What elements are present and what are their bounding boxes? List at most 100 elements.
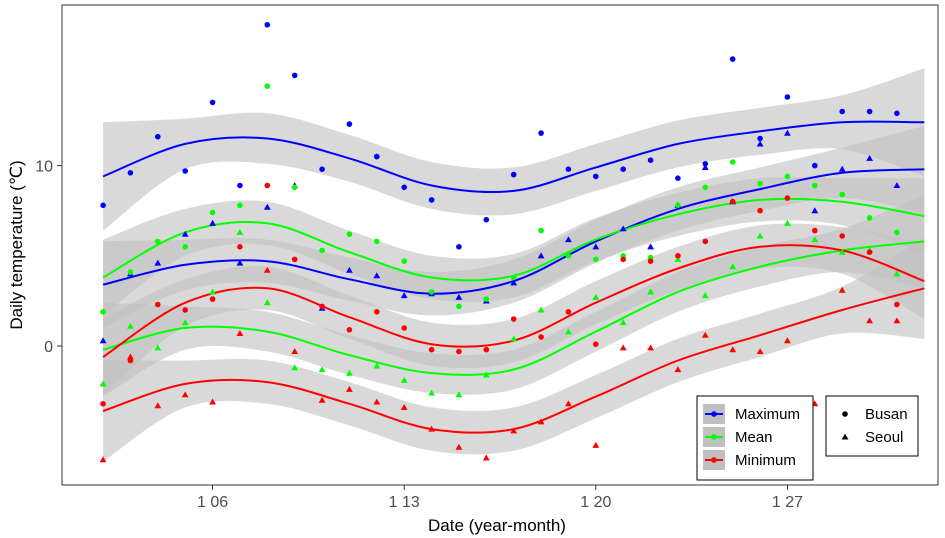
point-busan-mean xyxy=(812,182,818,189)
point-seoul-mean xyxy=(400,376,408,383)
point-seoul-maximum xyxy=(154,259,162,266)
point-busan-maximum xyxy=(374,153,380,160)
point-busan-mean xyxy=(702,184,709,191)
point-seoul-minimum xyxy=(537,418,545,425)
point-busan-minimum xyxy=(593,341,599,348)
point-busan-maximum xyxy=(593,173,599,180)
point-seoul-mean xyxy=(647,288,654,295)
point-seoul-minimum xyxy=(291,348,299,354)
legend-shape-circle xyxy=(842,411,848,417)
point-busan-minimum xyxy=(428,346,435,353)
point-busan-minimum xyxy=(538,334,544,340)
point-seoul-minimum xyxy=(263,266,271,273)
point-busan-maximum xyxy=(866,108,873,115)
x-axis-title: Date (year-month) xyxy=(428,516,566,535)
point-busan-minimum xyxy=(620,256,626,263)
point-seoul-minimum xyxy=(455,443,463,450)
point-seoul-maximum xyxy=(701,164,709,170)
point-seoul-minimum xyxy=(729,346,737,353)
point-seoul-mean xyxy=(291,364,299,371)
point-busan-maximum xyxy=(155,133,161,140)
point-busan-mean xyxy=(237,202,243,209)
point-busan-mean xyxy=(483,296,490,302)
point-busan-maximum xyxy=(237,182,243,189)
legend-key-dot xyxy=(711,411,717,417)
point-seoul-maximum xyxy=(893,182,901,188)
point-busan-minimum xyxy=(182,307,188,313)
point-seoul-mean xyxy=(510,335,518,342)
x-tick-label: 1 27 xyxy=(772,494,803,511)
point-busan-mean xyxy=(401,258,408,265)
point-seoul-minimum xyxy=(400,404,408,410)
point-busan-minimum xyxy=(784,195,791,201)
x-tick-label: 1 06 xyxy=(197,494,228,511)
point-seoul-maximum xyxy=(811,207,819,214)
point-seoul-minimum xyxy=(701,331,709,338)
point-busan-mean xyxy=(593,256,599,263)
legend-key-dot xyxy=(711,434,717,440)
plot-panel-border xyxy=(61,4,939,486)
legend-label-mean: Mean xyxy=(735,429,773,446)
point-seoul-maximum xyxy=(647,243,654,250)
point-seoul-mean xyxy=(537,306,545,313)
point-seoul-maximum xyxy=(592,243,600,250)
point-seoul-mean xyxy=(428,389,435,396)
point-seoul-mean xyxy=(893,270,901,277)
point-busan-minimum xyxy=(812,227,818,234)
point-busan-mean xyxy=(565,253,572,259)
point-seoul-minimum xyxy=(236,330,244,336)
y-axis-title: Daily temperature (℃) xyxy=(7,160,26,329)
point-busan-minimum xyxy=(866,249,873,255)
point-seoul-maximum xyxy=(565,236,572,243)
point-busan-minimum xyxy=(729,198,736,205)
point-busan-mean xyxy=(894,229,900,236)
point-seoul-mean xyxy=(619,319,627,326)
point-seoul-minimum xyxy=(346,386,353,392)
point-seoul-maximum xyxy=(400,292,408,299)
point-busan-maximum xyxy=(483,216,490,223)
confidence-bands xyxy=(103,68,925,462)
point-seoul-mean xyxy=(565,328,572,335)
point-busan-minimum xyxy=(702,238,709,245)
point-busan-minimum xyxy=(346,327,353,333)
point-busan-mean xyxy=(428,289,435,295)
point-busan-maximum xyxy=(702,161,709,167)
point-seoul-maximum xyxy=(619,225,627,232)
point-busan-minimum xyxy=(510,316,517,322)
point-seoul-minimum xyxy=(674,366,682,373)
x-tick-label: 1 13 xyxy=(389,494,420,511)
point-busan-mean xyxy=(209,209,216,216)
point-seoul-mean xyxy=(209,288,216,295)
point-seoul-minimum xyxy=(592,441,600,448)
point-seoul-minimum xyxy=(127,353,134,360)
point-busan-maximum xyxy=(401,184,408,191)
point-busan-minimum xyxy=(757,207,763,214)
point-busan-maximum xyxy=(538,130,544,136)
point-busan-mean xyxy=(346,231,353,237)
point-busan-minimum xyxy=(374,309,380,315)
point-busan-mean xyxy=(374,238,380,245)
legend-key-dot xyxy=(711,457,717,463)
point-seoul-maximum xyxy=(263,203,271,210)
point-seoul-minimum xyxy=(510,427,518,434)
point-seoul-mean xyxy=(99,380,107,387)
point-seoul-mean xyxy=(154,344,162,351)
point-seoul-mean xyxy=(127,322,134,329)
point-seoul-mean xyxy=(181,319,189,326)
legend-label-seoul: Seoul xyxy=(865,429,903,446)
point-seoul-minimum xyxy=(181,391,189,398)
point-busan-minimum xyxy=(483,346,490,353)
y-tick-label: 0 xyxy=(44,339,53,356)
point-busan-maximum xyxy=(620,166,626,172)
point-busan-mean xyxy=(264,83,271,89)
point-seoul-maximum xyxy=(236,259,244,266)
point-seoul-mean xyxy=(729,263,737,270)
ci-band-seoul-mean xyxy=(103,194,925,397)
point-seoul-minimum xyxy=(373,398,381,405)
point-seoul-minimum xyxy=(756,348,764,354)
point-seoul-mean xyxy=(263,299,271,306)
point-seoul-maximum xyxy=(756,140,764,147)
point-busan-maximum xyxy=(182,168,188,174)
point-seoul-minimum xyxy=(838,286,846,293)
